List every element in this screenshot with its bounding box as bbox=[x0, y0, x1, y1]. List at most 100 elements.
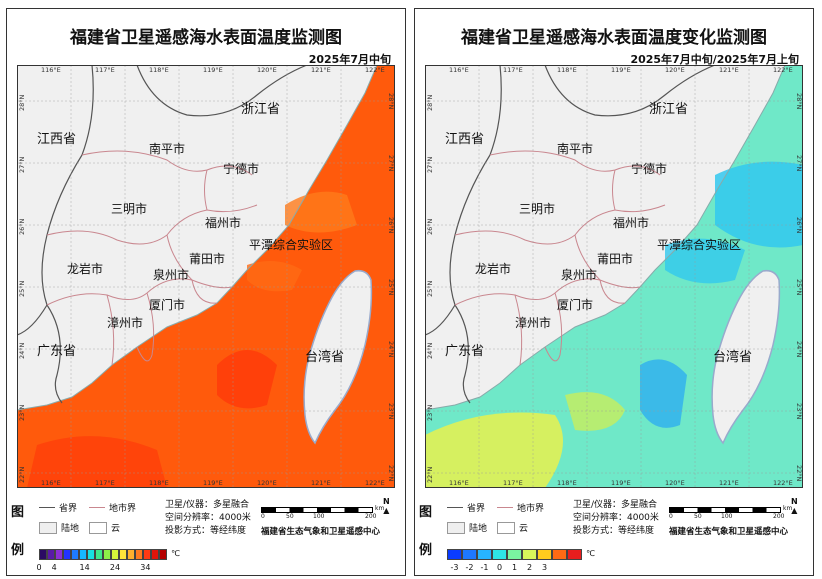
city-boundaries bbox=[46, 150, 258, 366]
lon-tick: 116°E bbox=[41, 66, 61, 74]
place-label: 泉州市 bbox=[153, 267, 189, 282]
place-label: 广东省 bbox=[445, 344, 484, 359]
place-label: 江西省 bbox=[445, 132, 484, 147]
lon-tick: 120°E bbox=[665, 479, 685, 487]
colorbar-segment bbox=[552, 549, 567, 560]
place-labels: 浙江省 江西省 南平市 宁德市 三明市 福州市 平潭综合实验区 龙岩市 莆田市 … bbox=[445, 102, 752, 365]
lon-tick: 122°E bbox=[365, 479, 385, 487]
legend-cloud: 云 bbox=[89, 521, 120, 534]
lon-tick: 120°E bbox=[665, 66, 685, 74]
lat-tick: 22°N bbox=[18, 466, 26, 483]
sst-map-panel: 福建省卫星遥感海水表面温度监测图 2025年7月中旬 bbox=[6, 8, 406, 576]
colorbar-tick-label: 1 bbox=[511, 563, 518, 572]
lat-tick: 23°N bbox=[426, 404, 434, 421]
place-label: 龙岩市 bbox=[475, 261, 511, 276]
lon-tick: 116°E bbox=[449, 479, 469, 487]
colorbar-tick-label: 34 bbox=[140, 563, 151, 572]
place-label: 浙江省 bbox=[649, 102, 688, 117]
province-line-icon bbox=[447, 507, 463, 508]
lat-axis-right: 28°N 27°N 26°N 25°N 24°N 23°N 22°N bbox=[795, 93, 803, 482]
lat-tick: 24°N bbox=[18, 342, 26, 359]
lat-tick: 28°N bbox=[387, 93, 395, 110]
legend-heading-top: 图 bbox=[419, 505, 433, 520]
warming-patch bbox=[425, 412, 563, 488]
lon-tick: 117°E bbox=[95, 66, 115, 74]
colorbar-segment bbox=[143, 549, 151, 560]
lat-axis-right: 28°N 27°N 26°N 25°N 24°N 23°N 22°N bbox=[387, 93, 395, 482]
place-label: 福州市 bbox=[205, 215, 241, 230]
legend-heading-bottom: 例 bbox=[419, 543, 433, 558]
warming-patch bbox=[565, 392, 625, 431]
colorbar-tick-label: 2 bbox=[526, 563, 533, 572]
place-label: 台湾省 bbox=[305, 349, 344, 365]
cloud-swatch-icon bbox=[497, 521, 515, 534]
province-boundary bbox=[136, 65, 308, 117]
lon-tick: 121°E bbox=[311, 66, 331, 74]
lon-tick: 119°E bbox=[203, 479, 223, 487]
place-label: 江西省 bbox=[37, 132, 76, 147]
lon-axis-bottom: 116°E 117°E 118°E 119°E 120°E 121°E 122°… bbox=[41, 479, 385, 487]
colorbar-segment bbox=[135, 549, 143, 560]
warm-patch bbox=[27, 436, 167, 488]
place-label: 莆田市 bbox=[189, 251, 225, 266]
scale-bar: 0 50 100 200 km N ▲ 福建省生态气象和卫星遥感中心 bbox=[261, 497, 390, 537]
cooling-patch bbox=[715, 161, 803, 248]
colorbar-segment bbox=[127, 549, 135, 560]
place-label: 南平市 bbox=[149, 141, 185, 156]
lon-tick: 116°E bbox=[449, 66, 469, 74]
province-line-icon bbox=[39, 507, 55, 508]
lon-tick: 121°E bbox=[719, 479, 739, 487]
lat-tick: 23°N bbox=[18, 404, 26, 421]
sst-change-map-panel: 福建省卫星遥感海水表面温度变化监测图 2025年7月中旬/2025年7月上旬 bbox=[414, 8, 814, 576]
colorbar-segment bbox=[71, 549, 79, 560]
colorbar-segment bbox=[447, 549, 462, 560]
colorbar-segment bbox=[55, 549, 63, 560]
colorbar-segment bbox=[159, 549, 167, 560]
place-label: 浙江省 bbox=[241, 102, 280, 117]
lon-tick: 118°E bbox=[149, 479, 169, 487]
agency-name: 福建省生态气象和卫星遥感中心 bbox=[669, 527, 789, 537]
lat-tick: 26°N bbox=[387, 217, 395, 234]
colorbar-tick-label: 0 bbox=[496, 563, 503, 572]
lon-tick: 116°E bbox=[41, 479, 61, 487]
lon-tick: 118°E bbox=[557, 479, 577, 487]
sea-surface bbox=[425, 65, 803, 488]
place-label: 宁德市 bbox=[223, 161, 259, 176]
colorbar-segment bbox=[63, 549, 71, 560]
coastline bbox=[425, 65, 786, 411]
legend-city: 地市界 bbox=[89, 501, 136, 514]
lat-tick: 22°N bbox=[426, 466, 434, 483]
lon-tick: 117°E bbox=[503, 66, 523, 74]
colorbar-segment bbox=[39, 549, 47, 560]
place-label: 厦门市 bbox=[149, 297, 185, 312]
map-date: 2025年7月中旬 bbox=[308, 53, 391, 66]
lon-tick: 119°E bbox=[203, 66, 223, 74]
map-title: 福建省卫星遥感海水表面温度监测图 bbox=[70, 28, 342, 48]
legend-cloud: 云 bbox=[497, 521, 528, 534]
lon-tick: 118°E bbox=[149, 66, 169, 74]
colorbar-tick-label: -1 bbox=[480, 563, 489, 572]
place-label: 漳州市 bbox=[107, 315, 143, 330]
map-title: 福建省卫星遥感海水表面温度变化监测图 bbox=[461, 28, 767, 48]
lat-tick: 22°N bbox=[387, 465, 395, 482]
scale-bar-graphic bbox=[261, 507, 373, 513]
cooling-patch bbox=[640, 359, 687, 428]
legend-province: 省界 bbox=[447, 501, 485, 514]
province-boundary bbox=[425, 65, 502, 336]
colorbar-segment bbox=[47, 549, 55, 560]
lat-tick: 27°N bbox=[387, 155, 395, 172]
lat-tick: 25°N bbox=[426, 280, 434, 297]
place-label: 宁德市 bbox=[631, 161, 667, 176]
lon-tick: 120°E bbox=[257, 479, 277, 487]
lon-axis-top: 116°E 117°E 118°E 119°E 120°E 121°E 122°… bbox=[449, 66, 793, 74]
sea-surface bbox=[17, 65, 395, 488]
graticule bbox=[17, 65, 395, 488]
map-date: 2025年7月中旬/2025年7月上旬 bbox=[630, 53, 799, 66]
colorbar-segment bbox=[492, 549, 507, 560]
place-label: 漳州市 bbox=[515, 315, 551, 330]
lon-tick: 118°E bbox=[557, 66, 577, 74]
north-arrow-icon: N ▲ bbox=[791, 497, 798, 515]
place-labels: 浙江省 江西省 南平市 宁德市 三明市 福州市 平潭综合实验区 龙岩市 莆田市 … bbox=[37, 102, 344, 365]
legend-city: 地市界 bbox=[497, 501, 544, 514]
place-label: 泉州市 bbox=[561, 267, 597, 282]
